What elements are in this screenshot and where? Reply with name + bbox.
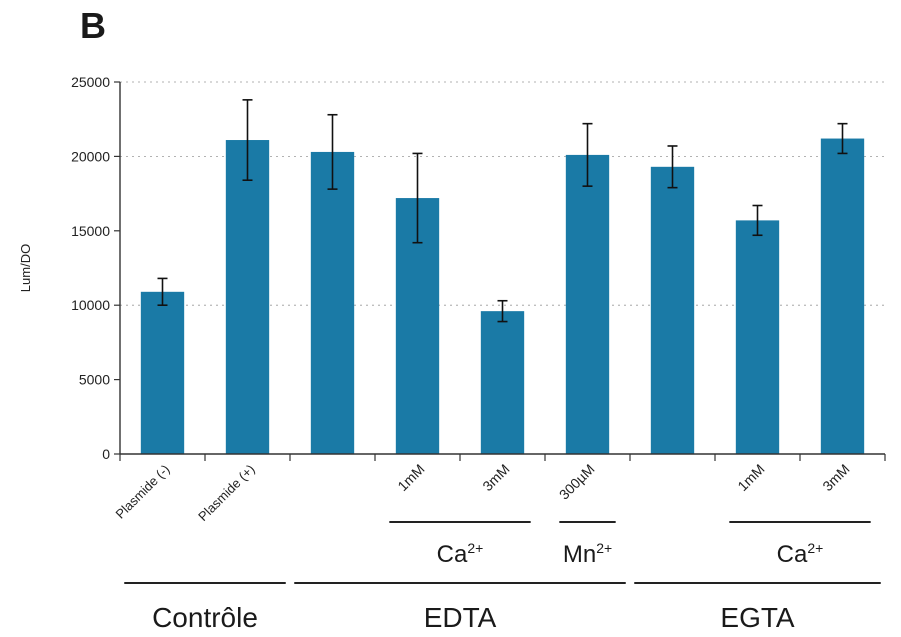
- bar: [820, 138, 865, 454]
- group-label: EDTA: [424, 602, 497, 633]
- ion-label: Mn2+: [563, 540, 612, 568]
- ion-label: Ca2+: [437, 540, 484, 568]
- y-tick-label: 0: [102, 446, 110, 462]
- bar: [310, 151, 355, 454]
- category-label: Plasmide (-): [112, 462, 172, 522]
- error-bars: [157, 99, 848, 323]
- annotation-groups: Ca2+ Mn2+ Ca2+ Contrôle EDTA EGTA: [124, 521, 881, 633]
- ion-charge: 2+: [467, 540, 483, 556]
- category-labels: Plasmide (-) Plasmide (+) 1mM 3mM 300µM 1mM 3m…: [112, 461, 852, 524]
- group-label: EGTA: [720, 602, 794, 633]
- category-label: 1mM: [394, 461, 427, 494]
- ion-label: Ca2+: [777, 540, 824, 568]
- y-tick-label: 20000: [71, 148, 110, 164]
- axes: [119, 82, 885, 455]
- bars: [140, 138, 865, 455]
- bar: [565, 154, 610, 455]
- category-label: 3mM: [479, 461, 512, 494]
- category-label: 300µM: [556, 461, 598, 503]
- ion-charge: 2+: [807, 540, 823, 556]
- x-ticks: [119, 454, 886, 461]
- category-label: 3mM: [819, 461, 852, 494]
- y-tick-label: 15000: [71, 223, 110, 239]
- bar: [650, 166, 695, 455]
- category-label: Plasmide (+): [195, 462, 257, 524]
- panel-label: B: [80, 5, 106, 46]
- group-label: Contrôle: [152, 602, 258, 633]
- bar: [735, 220, 780, 454]
- bar: [480, 311, 525, 454]
- y-ticks: 0 5000 10000 15000 20000 25000: [71, 74, 120, 462]
- y-tick-label: 10000: [71, 297, 110, 313]
- y-tick-label: 5000: [79, 372, 110, 388]
- y-tick-label: 25000: [71, 74, 110, 90]
- bar: [140, 291, 185, 454]
- y-axis-label: Lum/DO: [18, 244, 33, 292]
- bar: [225, 140, 270, 455]
- ion-charge: 2+: [596, 540, 612, 556]
- category-label: 1mM: [734, 461, 767, 494]
